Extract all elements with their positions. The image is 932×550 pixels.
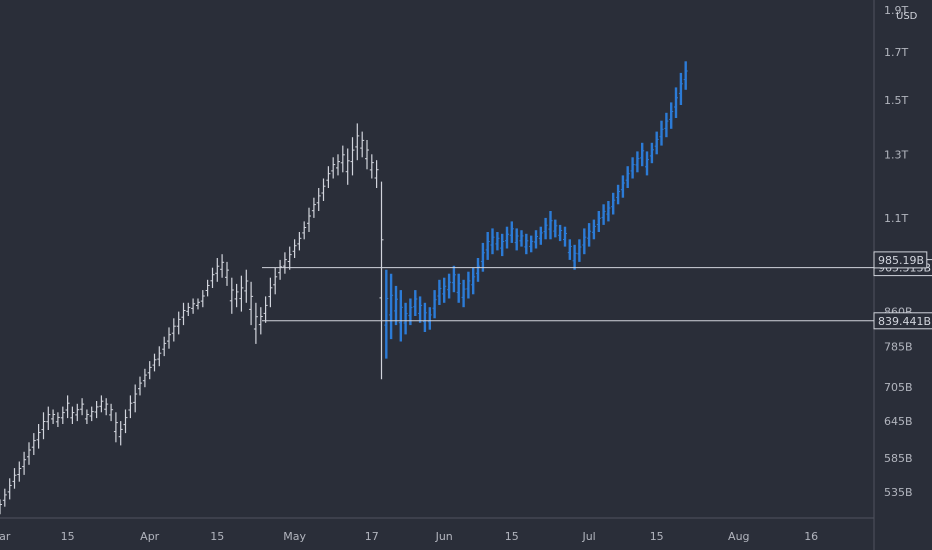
plot-area[interactable] xyxy=(0,61,688,515)
price-axis[interactable]: 1.9T1.7T1.5T1.3T1.1T860B785B705B645B585B… xyxy=(884,4,913,499)
current-price-tag-label: 985.19B xyxy=(878,254,924,267)
y-tick-label: 585B xyxy=(884,452,913,465)
y-tick-label: 1.5T xyxy=(884,94,908,107)
y-tick-label: 535B xyxy=(884,486,913,499)
y-tick-label: 705B xyxy=(884,381,913,394)
x-tick-label: 15 xyxy=(505,530,519,543)
x-tick-label: 15 xyxy=(650,530,664,543)
x-tick-label: 15 xyxy=(61,530,75,543)
x-tick-label: May xyxy=(283,530,306,543)
y-tick-label: 1.3T xyxy=(884,148,908,161)
current-price-tag-box xyxy=(873,251,928,269)
x-tick-label: Jul xyxy=(581,530,595,543)
y-tick-label: 1.7T xyxy=(884,46,908,59)
time-axis[interactable]: Mar 15 Apr 15 May 17 Jun 15 Jul 15 Aug 16 xyxy=(0,530,818,543)
currency-label: USD xyxy=(896,11,918,22)
x-tick-label: 17 xyxy=(365,530,379,543)
series-0 xyxy=(0,123,384,515)
x-tick-label: 16 xyxy=(804,530,818,543)
y-tick-label: 645B xyxy=(884,415,913,428)
x-tick-label: Mar xyxy=(0,530,11,543)
x-tick-label: Aug xyxy=(728,530,749,543)
horizontal-lines xyxy=(262,267,874,322)
series-1 xyxy=(384,61,688,359)
y-tick-label: 785B xyxy=(884,340,913,353)
x-tick-label: Jun xyxy=(435,530,453,543)
y-tick-label: 1.1T xyxy=(884,212,908,225)
y-tick-label: 1.9T xyxy=(884,4,908,17)
horizontal-level-tag-label: 839.441B xyxy=(878,315,931,328)
horizontal-level-tag-box xyxy=(873,312,932,330)
x-tick-label: Apr xyxy=(140,530,160,543)
x-tick-label: 15 xyxy=(210,530,224,543)
